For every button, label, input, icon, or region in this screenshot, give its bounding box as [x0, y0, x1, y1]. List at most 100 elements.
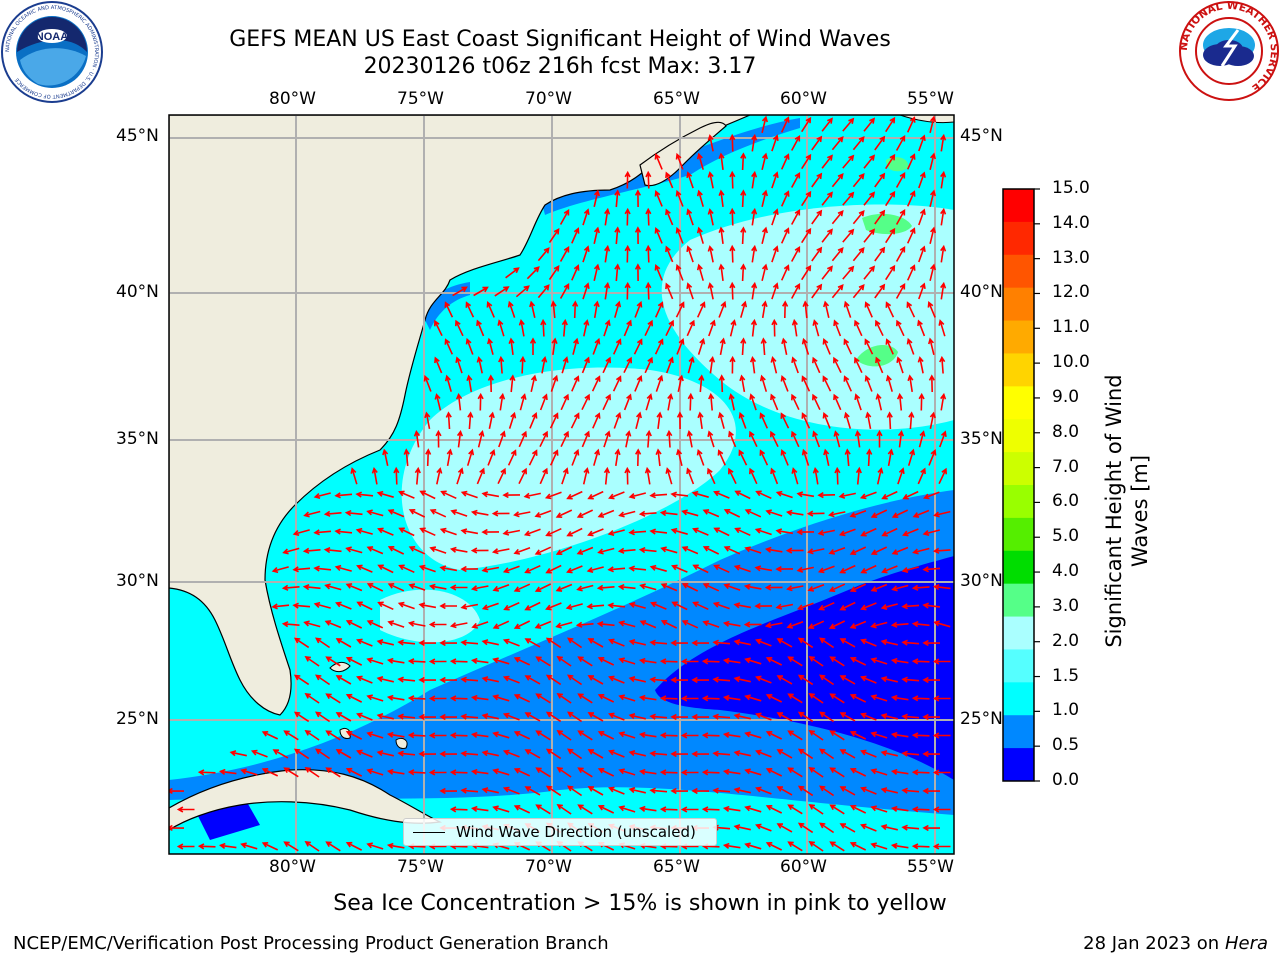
wave-direction-arrow — [449, 695, 468, 702]
wave-direction-arrow — [387, 620, 405, 628]
wave-direction-arrow — [849, 583, 867, 592]
wave-direction-arrow — [677, 374, 684, 392]
wave-direction-arrow — [513, 694, 531, 703]
wave-direction-arrow — [491, 510, 510, 517]
wave-direction-arrow — [537, 284, 550, 299]
wave-direction-arrow — [635, 448, 642, 467]
wave-direction-arrow — [864, 374, 873, 392]
wave-direction-arrow — [797, 748, 814, 760]
wave-direction-arrow — [617, 547, 636, 554]
wave-direction-arrow — [649, 787, 668, 794]
wave-direction-arrow — [541, 355, 548, 374]
wave-direction-arrow — [907, 448, 916, 466]
wave-direction-arrow — [515, 285, 530, 298]
wave-direction-arrow — [842, 228, 855, 243]
wave-direction-arrow — [614, 263, 621, 282]
wave-direction-arrow — [439, 527, 457, 536]
colorbar-tick-label: 5.0 — [1052, 526, 1080, 547]
wave-direction-arrow — [686, 171, 694, 189]
wave-direction-arrow — [938, 319, 946, 337]
wave-direction-arrow — [325, 841, 341, 852]
wave-direction-arrow — [922, 713, 941, 721]
wave-direction-arrow — [386, 694, 405, 701]
wave-direction-arrow — [638, 657, 657, 664]
wave-direction-arrow — [434, 393, 442, 411]
wave-direction-arrow — [418, 713, 437, 721]
wave-direction-arrow — [283, 841, 299, 852]
wave-direction-arrow — [761, 300, 768, 319]
nws-logo: NATIONAL WEATHER SERVICE — [1178, 0, 1280, 101]
wave-direction-arrow — [545, 637, 562, 649]
colorbar-segment — [1003, 419, 1034, 453]
colorbar-segment — [1003, 748, 1034, 782]
wave-direction-arrow — [608, 749, 625, 758]
wave-direction-arrow — [587, 528, 604, 537]
wave-direction-arrow — [675, 226, 684, 244]
wave-direction-arrow — [592, 412, 601, 429]
wave-direction-arrow — [681, 546, 699, 555]
wave-direction-arrow — [738, 449, 748, 466]
wave-direction-arrow — [302, 584, 321, 591]
map-title: GEFS MEAN US East Coast Significant Heig… — [229, 27, 891, 52]
wave-direction-arrow — [628, 492, 646, 499]
wave-direction-arrow — [576, 546, 594, 555]
wave-direction-arrow — [775, 528, 794, 535]
wave-direction-arrow — [844, 448, 851, 467]
wave-direction-arrow — [890, 694, 909, 701]
wave-direction-arrow — [929, 226, 936, 244]
wave-direction-arrow — [492, 768, 510, 776]
wave-direction-arrow — [676, 448, 683, 466]
wave-direction-arrow — [712, 639, 731, 646]
wave-direction-arrow — [376, 750, 394, 757]
wave-direction-arrow — [860, 823, 877, 832]
wave-direction-arrow — [764, 622, 783, 629]
wave-direction-arrow — [852, 209, 865, 225]
wave-direction-arrow — [572, 337, 579, 355]
wave-direction-arrow — [313, 492, 331, 499]
wave-direction-arrow — [833, 356, 842, 374]
wave-direction-arrow — [628, 676, 646, 683]
wave-direction-arrow — [429, 509, 447, 518]
wave-direction-arrow — [366, 509, 384, 517]
wave-direction-arrow — [723, 583, 741, 591]
wave-direction-arrow — [712, 750, 731, 757]
wave-direction-arrow — [428, 769, 447, 776]
wave-direction-arrow — [780, 116, 790, 133]
wave-direction-arrow — [577, 730, 593, 741]
wave-direction-arrow — [218, 842, 237, 850]
wave-direction-arrow — [728, 393, 735, 411]
wave-direction-arrow — [528, 449, 538, 466]
wave-direction-arrow — [335, 638, 352, 648]
wave-direction-arrow — [604, 244, 611, 263]
wave-direction-arrow — [545, 674, 562, 686]
wave-direction-arrow — [811, 209, 823, 225]
wave-direction-arrow — [776, 638, 793, 648]
wave-direction-arrow — [377, 601, 394, 611]
wave-direction-arrow — [675, 301, 685, 318]
wave-direction-arrow — [313, 565, 332, 572]
wave-direction-arrow — [771, 245, 779, 263]
wave-direction-arrow — [376, 490, 394, 498]
wave-direction-arrow — [659, 509, 678, 517]
wave-direction-arrow — [603, 430, 611, 448]
wave-direction-arrow — [604, 207, 611, 226]
wave-direction-arrow — [561, 356, 569, 374]
wave-direction-arrow — [607, 566, 626, 573]
wave-direction-arrow — [696, 189, 704, 207]
wave-direction-arrow — [335, 601, 352, 610]
wave-direction-arrow — [922, 824, 941, 832]
wave-direction-arrow — [866, 448, 873, 467]
wave-direction-arrow — [386, 842, 405, 849]
wave-direction-arrow — [696, 152, 704, 170]
wave-direction-arrow — [718, 263, 725, 282]
wave-direction-arrow — [808, 656, 824, 667]
wave-direction-arrow — [819, 748, 835, 760]
wave-direction-arrow — [519, 393, 527, 411]
wave-direction-arrow — [697, 337, 706, 355]
wave-direction-arrow — [283, 767, 299, 778]
wave-direction-arrow — [612, 375, 622, 392]
land-us-east-coast — [169, 115, 751, 716]
wave-direction-arrow — [665, 356, 674, 374]
wave-direction-arrow — [271, 603, 290, 610]
wave-direction-arrow — [733, 564, 751, 573]
